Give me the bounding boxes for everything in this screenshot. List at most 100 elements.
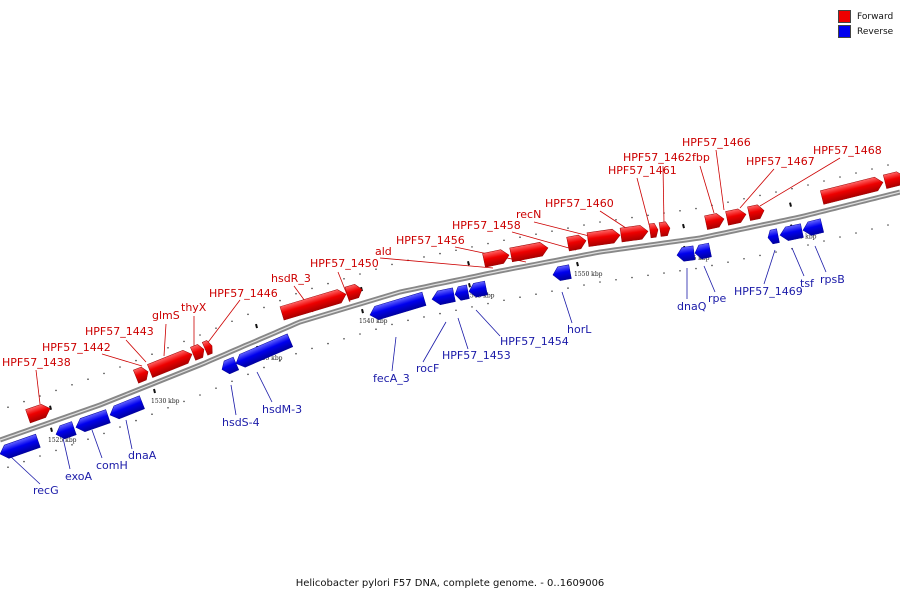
gene-shape xyxy=(221,356,240,375)
scale-dot xyxy=(583,284,585,286)
scale-dot xyxy=(695,267,697,270)
scale-dot xyxy=(567,227,569,229)
genome-backbone xyxy=(0,189,900,443)
gene-label-hpf57-1443: HPF57_1443 xyxy=(85,325,154,338)
reverse-gene-arrow xyxy=(431,287,456,305)
scale-dot xyxy=(871,168,873,170)
leader-ald xyxy=(379,257,494,269)
scale-dot xyxy=(263,306,265,309)
leader-exoa xyxy=(62,437,71,470)
forward-gene-arrow xyxy=(133,366,149,384)
gene-label-hpf57-1461: HPF57_1461 xyxy=(608,164,677,177)
scale-dot xyxy=(71,444,73,446)
scale-dot xyxy=(359,273,361,275)
forward-gene-arrow xyxy=(279,289,347,321)
gene-shape xyxy=(779,223,804,241)
scale-dot xyxy=(551,230,553,232)
scale-dot xyxy=(711,264,713,267)
forward-gene-arrow xyxy=(883,171,900,189)
gene-shape xyxy=(344,283,363,301)
backbone-inner xyxy=(0,191,900,441)
scale-dot xyxy=(647,274,649,277)
gene-shape xyxy=(767,228,780,245)
forward-gene-arrow xyxy=(482,249,510,268)
leader-hpf57-1442 xyxy=(101,353,143,367)
scale-dot xyxy=(183,340,185,343)
reverse-gene-arrow xyxy=(767,228,780,245)
gene-shape xyxy=(431,287,456,305)
forward-gene-arrow xyxy=(658,221,671,237)
gene-shape xyxy=(109,395,145,420)
scale-dot xyxy=(215,387,217,389)
scale-dot xyxy=(151,413,153,416)
scale-dot xyxy=(71,384,73,386)
leader-rocf xyxy=(422,321,447,363)
scale-dot xyxy=(887,164,889,166)
forward-gene-arrow xyxy=(344,283,363,301)
legend-forward-label: Forward xyxy=(857,11,894,22)
scale-dot xyxy=(631,216,633,219)
forward-gene-arrow xyxy=(25,403,51,424)
scale-dot xyxy=(487,242,489,245)
scale-dots xyxy=(7,164,889,469)
scale-dot xyxy=(295,352,297,355)
scale-dot xyxy=(839,236,841,238)
leader-glms xyxy=(163,323,167,357)
legend-forward: Forward xyxy=(838,9,893,24)
scale-dot xyxy=(327,342,329,345)
scale-dot xyxy=(471,306,473,308)
scale-dot xyxy=(679,210,681,212)
gene-shape xyxy=(509,242,549,263)
scale-dot xyxy=(391,323,393,326)
gene-label-comh: comH xyxy=(96,459,128,472)
scale-dot xyxy=(7,406,9,409)
forward-gene-arrow xyxy=(820,176,884,205)
scale-dot xyxy=(823,240,825,242)
gene-label-hpf57-1462: HPF57_1462 xyxy=(623,151,692,164)
kbp-tick xyxy=(153,388,156,394)
gene-label-hpf57-1460: HPF57_1460 xyxy=(545,197,614,210)
kbp-tick xyxy=(576,261,579,267)
gene-label-hpf57-1458: HPF57_1458 xyxy=(452,219,521,232)
scale-dot xyxy=(23,460,25,463)
gene-label-fbp: fbp xyxy=(692,151,710,164)
scale-dot xyxy=(631,276,633,279)
gene-label-hpf57-1456: HPF57_1456 xyxy=(396,234,465,247)
scale-dot xyxy=(103,372,105,375)
gene-label-hpf57-1469: HPF57_1469 xyxy=(734,285,803,298)
scale-dot xyxy=(359,333,361,335)
scale-dot xyxy=(103,432,105,435)
scale-dot xyxy=(311,347,313,350)
scale-dot xyxy=(775,251,777,253)
forward-gene-arrow xyxy=(586,228,621,247)
gene-shape xyxy=(0,433,41,459)
gene-label-recg: recG xyxy=(33,484,59,497)
gene-label-hpf57-1453: HPF57_1453 xyxy=(442,349,511,362)
reverse-gene-arrow xyxy=(369,291,427,320)
gene-shape xyxy=(75,409,111,432)
scale-dot xyxy=(167,407,169,409)
leader-fbp xyxy=(699,165,715,214)
forward-gene-arrow xyxy=(566,234,587,252)
scale-dot xyxy=(615,278,617,281)
forward-gene-arrow xyxy=(201,340,213,356)
gene-labels: HPF57_1438HPF57_1442HPF57_1443glmSthyXHP… xyxy=(2,136,882,497)
reverse-gene-arrow xyxy=(468,280,488,298)
gene-shape xyxy=(566,234,587,252)
scale-dot xyxy=(215,327,217,329)
gene-label-hpf57-1438: HPF57_1438 xyxy=(2,356,71,369)
gene-shape xyxy=(235,333,294,368)
gene-shape xyxy=(55,421,77,440)
scale-dot xyxy=(87,438,89,441)
leader-hpf57-1443 xyxy=(125,339,147,363)
kbp-tick xyxy=(361,308,364,314)
scale-dot xyxy=(231,320,233,323)
gene-label-feca-3: fecA_3 xyxy=(373,372,410,385)
forward-gene-arrow xyxy=(619,225,649,243)
gene-shape xyxy=(619,225,649,243)
scale-dot xyxy=(807,184,809,186)
kbp-label: 1540 kbp xyxy=(359,318,388,325)
legend-reverse: Reverse xyxy=(838,24,893,39)
gene-label-dnaq: dnaQ xyxy=(677,300,707,313)
